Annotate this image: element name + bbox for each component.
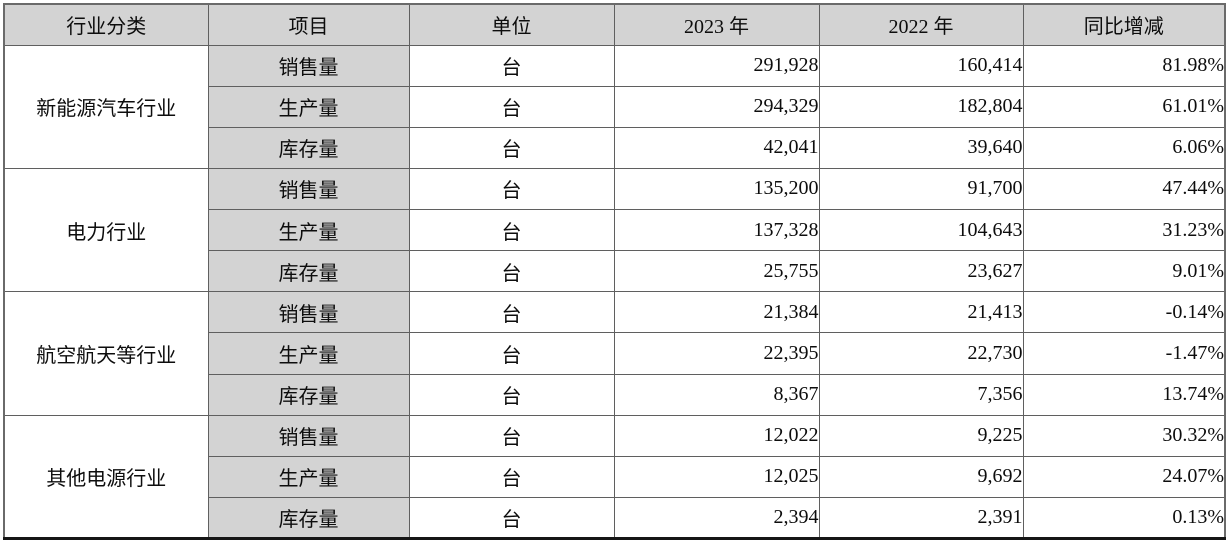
yoy-cell: 30.32% bbox=[1022, 414, 1226, 457]
value-2023-cell: 22,395 bbox=[613, 332, 820, 375]
table-row: 其他电源行业 销售量 台 12,022 9,225 30.32% bbox=[3, 414, 1226, 540]
table-row: 生产量 台 22,395 22,730 -1.47% bbox=[4, 332, 1226, 375]
unit-cell: 台 bbox=[408, 208, 615, 252]
industry-cell: 新能源汽车行业 bbox=[3, 44, 209, 169]
value-2022-cell: 23,627 bbox=[818, 250, 1024, 293]
item-cell: 销售量 bbox=[207, 414, 410, 457]
table-row: 库存量 台 8,367 7,356 13.74% bbox=[4, 373, 1226, 416]
table-row: 生产量 台 12,025 9,692 24.07% bbox=[4, 455, 1226, 498]
unit-cell: 台 bbox=[408, 126, 615, 169]
unit-cell: 台 bbox=[408, 496, 615, 540]
value-2022-cell: 160,414 bbox=[818, 44, 1024, 87]
table-row: 生产量 台 137,328 104,643 31.23% bbox=[4, 208, 1226, 252]
table-row: 新能源汽车行业 销售量 台 291,928 160,414 81.98% bbox=[3, 44, 1226, 169]
yoy-cell: 6.06% bbox=[1022, 126, 1226, 169]
item-cell: 库存量 bbox=[207, 373, 410, 416]
value-2023-cell: 12,022 bbox=[613, 414, 820, 457]
industry-production-sales-table: 行业分类 项目 单位 2023 年 2022 年 同比增减 新能源汽车行业 销售… bbox=[3, 3, 1226, 540]
item-cell: 库存量 bbox=[207, 126, 410, 169]
table-row: 库存量 台 42,041 39,640 6.06% bbox=[4, 126, 1226, 169]
value-2022-cell: 9,692 bbox=[818, 455, 1024, 498]
item-cell: 生产量 bbox=[207, 332, 410, 375]
header-item: 项目 bbox=[207, 3, 410, 46]
unit-cell: 台 bbox=[408, 250, 615, 293]
table-row: 电力行业 销售量 台 135,200 91,700 47.44% bbox=[3, 167, 1226, 293]
yoy-cell: -1.47% bbox=[1022, 332, 1226, 375]
header-yoy-change: 同比增减 bbox=[1022, 3, 1226, 46]
value-2023-cell: 2,394 bbox=[613, 496, 820, 540]
unit-cell: 台 bbox=[408, 44, 615, 87]
industry-cell: 其他电源行业 bbox=[3, 414, 209, 540]
value-2023-cell: 12,025 bbox=[613, 455, 820, 498]
value-2023-cell: 21,384 bbox=[613, 291, 820, 334]
item-cell: 生产量 bbox=[207, 208, 410, 252]
unit-cell: 台 bbox=[408, 85, 615, 128]
yoy-cell: 13.74% bbox=[1022, 373, 1226, 416]
header-2023: 2023 年 bbox=[613, 3, 820, 46]
unit-cell: 台 bbox=[408, 291, 615, 334]
value-2023-cell: 135,200 bbox=[613, 167, 820, 211]
industry-cell: 航空航天等行业 bbox=[3, 291, 209, 416]
value-2022-cell: 182,804 bbox=[818, 85, 1024, 128]
table-row: 生产量 台 294,329 182,804 61.01% bbox=[4, 85, 1226, 128]
industry-cell: 电力行业 bbox=[3, 167, 209, 293]
unit-cell: 台 bbox=[408, 373, 615, 416]
unit-cell: 台 bbox=[408, 167, 615, 211]
value-2023-cell: 25,755 bbox=[613, 250, 820, 293]
item-cell: 销售量 bbox=[207, 44, 410, 87]
header-row: 行业分类 项目 单位 2023 年 2022 年 同比增减 bbox=[3, 3, 1226, 46]
value-2023-cell: 291,928 bbox=[613, 44, 820, 87]
item-cell: 生产量 bbox=[207, 85, 410, 128]
value-2022-cell: 21,413 bbox=[818, 291, 1024, 334]
item-cell: 库存量 bbox=[207, 250, 410, 293]
yoy-cell: 31.23% bbox=[1022, 208, 1226, 252]
value-2022-cell: 2,391 bbox=[818, 496, 1024, 540]
value-2023-cell: 42,041 bbox=[613, 126, 820, 169]
header-unit: 单位 bbox=[408, 3, 615, 46]
yoy-cell: 24.07% bbox=[1022, 455, 1226, 498]
value-2022-cell: 104,643 bbox=[818, 208, 1024, 252]
yoy-cell: -0.14% bbox=[1022, 291, 1226, 334]
value-2023-cell: 137,328 bbox=[613, 208, 820, 252]
header-2022: 2022 年 bbox=[818, 3, 1024, 46]
table-row: 库存量 台 2,394 2,391 0.13% bbox=[4, 496, 1226, 540]
table-row: 航空航天等行业 销售量 台 21,384 21,413 -0.14% bbox=[3, 291, 1226, 416]
unit-cell: 台 bbox=[408, 332, 615, 375]
yoy-cell: 9.01% bbox=[1022, 250, 1226, 293]
yoy-cell: 61.01% bbox=[1022, 85, 1226, 128]
header-industry-class: 行业分类 bbox=[3, 3, 209, 46]
value-2023-cell: 8,367 bbox=[613, 373, 820, 416]
yoy-cell: 47.44% bbox=[1022, 167, 1226, 211]
yoy-cell: 0.13% bbox=[1022, 496, 1226, 540]
item-cell: 销售量 bbox=[207, 291, 410, 334]
unit-cell: 台 bbox=[408, 414, 615, 457]
item-cell: 生产量 bbox=[207, 455, 410, 498]
value-2022-cell: 39,640 bbox=[818, 126, 1024, 169]
item-cell: 库存量 bbox=[207, 496, 410, 540]
value-2023-cell: 294,329 bbox=[613, 85, 820, 128]
table-row: 库存量 台 25,755 23,627 9.01% bbox=[4, 250, 1226, 293]
item-cell: 销售量 bbox=[207, 167, 410, 211]
value-2022-cell: 9,225 bbox=[818, 414, 1024, 457]
yoy-cell: 81.98% bbox=[1022, 44, 1226, 87]
value-2022-cell: 7,356 bbox=[818, 373, 1024, 416]
value-2022-cell: 22,730 bbox=[818, 332, 1024, 375]
value-2022-cell: 91,700 bbox=[818, 167, 1024, 211]
unit-cell: 台 bbox=[408, 455, 615, 498]
